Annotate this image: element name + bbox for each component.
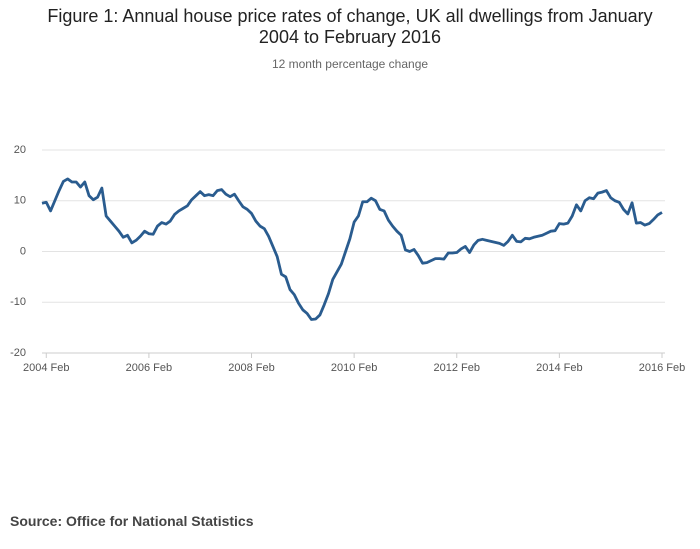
- y-tick-label: -20: [10, 347, 26, 359]
- x-tick-label: 2008 Feb: [228, 362, 274, 374]
- y-tick-label: -10: [10, 296, 26, 308]
- source-note: Source: Office for National Statistics: [10, 513, 254, 529]
- y-tick-label: 20: [14, 144, 26, 156]
- chart-title: Figure 1: Annual house price rates of ch…: [47, 6, 653, 47]
- x-tick-label: 2004 Feb: [23, 362, 69, 374]
- y-tick-label: 0: [20, 245, 26, 257]
- x-tick-label: 2014 Feb: [536, 362, 582, 374]
- x-tick-label: 2012 Feb: [434, 362, 480, 374]
- x-tick-label: 2010 Feb: [331, 362, 377, 374]
- x-tick-label: 2006 Feb: [126, 362, 172, 374]
- y-tick-label: 10: [14, 195, 26, 207]
- chart-subtitle: 12 month percentage change: [271, 57, 429, 71]
- x-tick-label: 2016 Feb: [639, 362, 685, 374]
- line-series: [41, 177, 663, 321]
